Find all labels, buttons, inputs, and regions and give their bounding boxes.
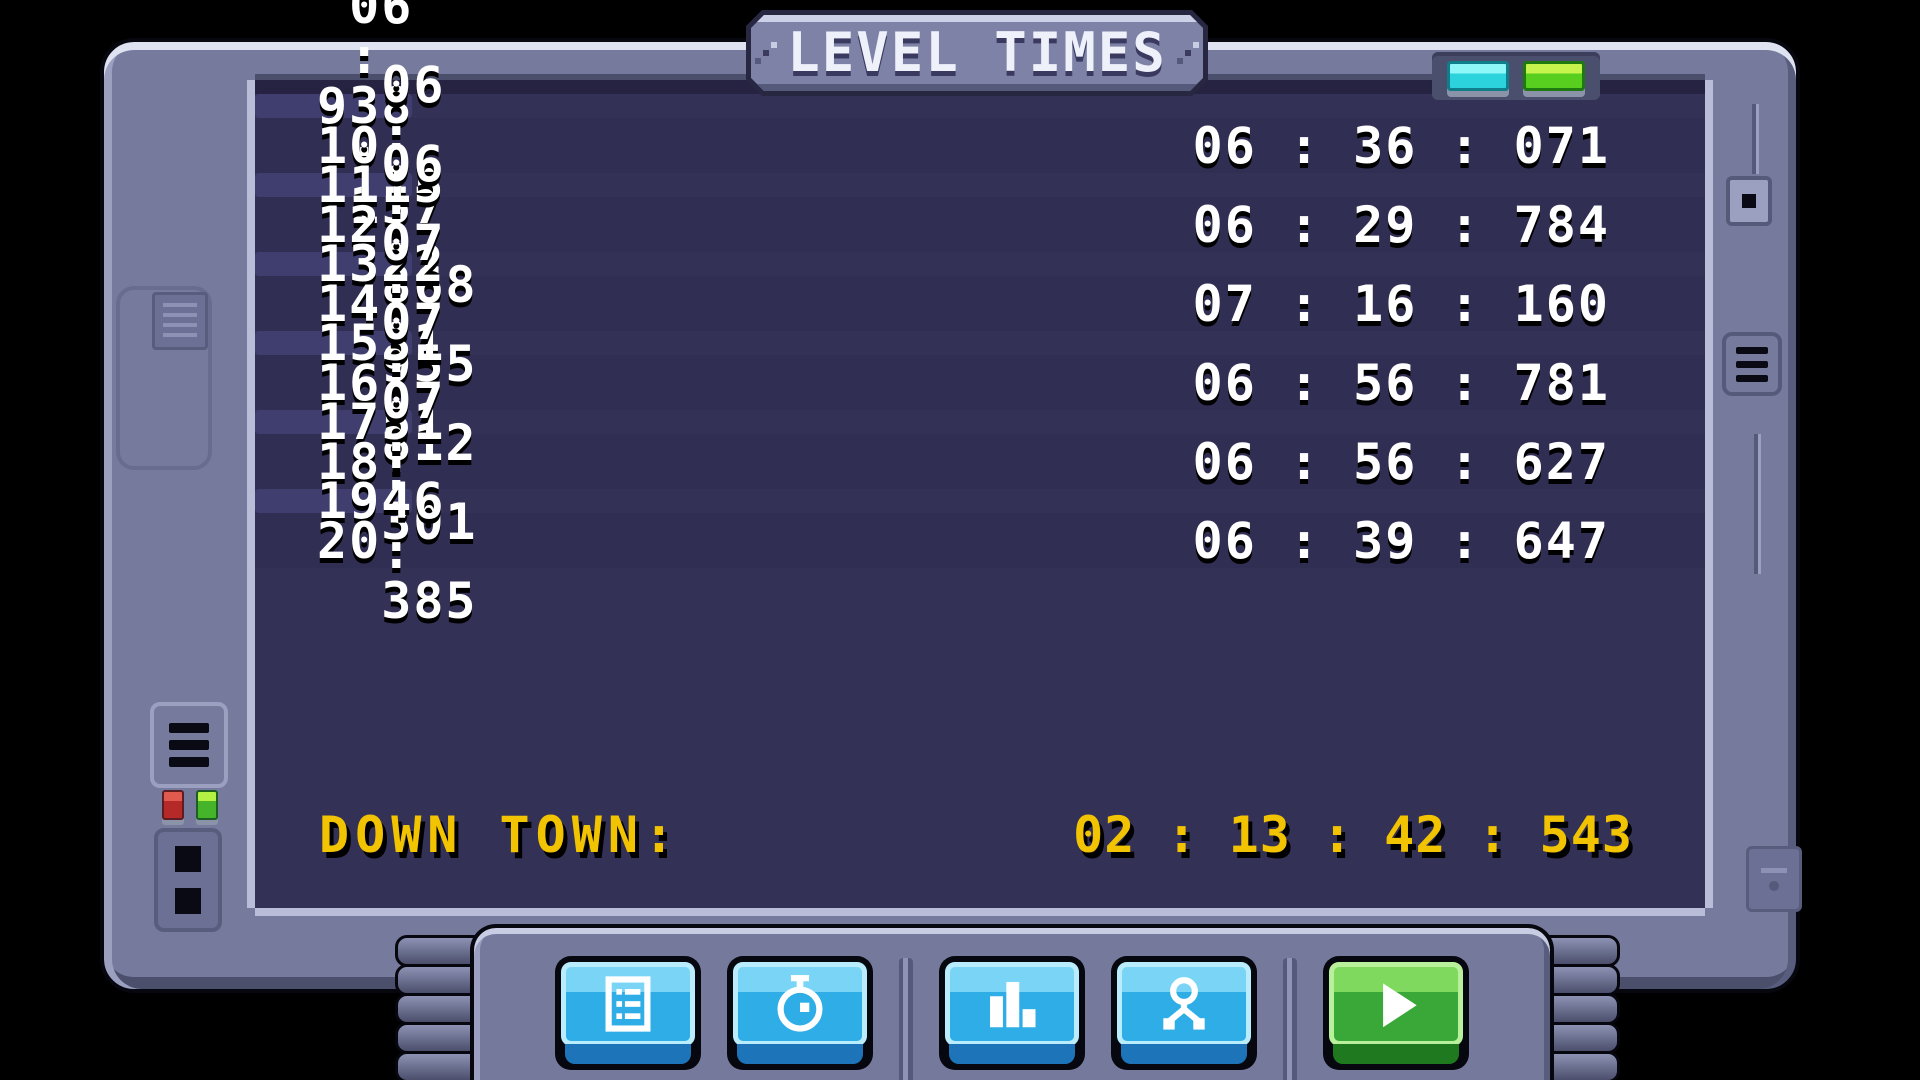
- level-time: 07 : 46 : 385: [381, 372, 478, 630]
- title-plate: LEVEL TIMES: [746, 10, 1208, 96]
- vent-slot: [1736, 374, 1768, 382]
- led-red: [162, 790, 184, 820]
- button-lip: [565, 1044, 691, 1064]
- button-lip: [949, 1044, 1075, 1064]
- indicator-light-cyan: [1447, 61, 1509, 91]
- level-row: 19 07 : 46 : 385: [255, 376, 476, 626]
- button-face: [1117, 962, 1251, 1046]
- level-number: 12: [317, 195, 382, 254]
- port-socket: [175, 888, 201, 914]
- button-lip: [1333, 1044, 1459, 1064]
- vent-slot: [1736, 360, 1768, 368]
- play-button[interactable]: [1323, 956, 1469, 1070]
- level-row: 15 07 : 31 : 812: [255, 218, 476, 468]
- pod-divider: [899, 958, 913, 1080]
- level-row: 10 06 : 36 : 071: [255, 118, 1705, 173]
- indicator-light-green: [1523, 61, 1585, 91]
- stats-button[interactable]: [939, 956, 1085, 1070]
- level-row: 9 06 : 38 : 157: [255, 0, 443, 231]
- level-rows: 9 06 : 38 : 157 10 06 : 36 : 071 11 06 : 15 :…: [255, 0, 1705, 626]
- levels-list-button[interactable]: [555, 956, 701, 1070]
- level-row: 14 07 : 16 : 160: [255, 276, 1705, 331]
- level-time: 06 : 29 : 784: [1192, 195, 1610, 254]
- screw-pin: [1742, 194, 1756, 208]
- vent-slot: [169, 757, 209, 767]
- level-number: 11: [317, 156, 382, 214]
- level-row: 12 06 : 29 : 784: [255, 197, 1705, 252]
- level-time: 07 : 51 : 301: [381, 293, 478, 551]
- level-time: 06 : 36 : 071: [1192, 116, 1610, 175]
- port-panel: [154, 828, 222, 932]
- level-row: 18 06 : 56 : 627: [255, 434, 1705, 489]
- button-lip: [1121, 1044, 1247, 1064]
- device-frame: 9 06 : 38 : 157 10 06 : 36 : 071 11 06 : 15 :…: [100, 0, 1802, 993]
- indicator-panel: [1432, 52, 1600, 100]
- vent-grille-right: [1722, 332, 1782, 396]
- play-icon: [1383, 983, 1417, 1028]
- level-time: 06 : 56 : 781: [1192, 353, 1610, 412]
- level-row: 13 06 : 22 : 955: [255, 139, 476, 389]
- total-time: 02 : 13 : 42 : 543: [1073, 806, 1633, 864]
- panel-line: [1761, 867, 1787, 873]
- level-number: 17: [317, 393, 382, 451]
- title-plate-face: LEVEL TIMES: [751, 15, 1203, 91]
- button-face: [733, 962, 867, 1046]
- panel-screw: [1769, 880, 1779, 891]
- screw-detail: [1726, 176, 1772, 226]
- button-face: [945, 962, 1079, 1046]
- level-number: 13: [317, 235, 382, 293]
- frame-groove: [1754, 434, 1758, 574]
- level-time: 07 : 16 : 160: [1192, 274, 1610, 333]
- total-row: DOWN TOWN: 02 : 13 : 42 : 543: [255, 805, 1705, 865]
- level-time: 06 : 22 : 955: [381, 135, 478, 393]
- vent-grille-left: [150, 702, 228, 788]
- bar-chart-icon: [990, 982, 1036, 1028]
- level-number: 18: [317, 432, 382, 491]
- level-row: 20 06 : 39 : 647: [255, 513, 1705, 568]
- level-row: 16 06 : 56 : 781: [255, 355, 1705, 410]
- button-face: [561, 962, 695, 1046]
- level-time: 06 : 56 : 627: [1192, 432, 1610, 491]
- button-lip: [737, 1044, 863, 1064]
- level-number: 9: [317, 77, 350, 135]
- level-times-screen: 9 06 : 38 : 157 10 06 : 36 : 071 11 06 : 15 :…: [255, 0, 1705, 908]
- keypad-dots: [163, 303, 197, 339]
- port-socket: [175, 846, 201, 872]
- stopwatch-button[interactable]: [727, 956, 873, 1070]
- vent-slot: [169, 723, 209, 733]
- pod-divider: [1283, 958, 1297, 1080]
- level-number: 10: [317, 116, 382, 175]
- keypad-detail: [152, 292, 208, 350]
- progress-tree-button[interactable]: [1111, 956, 1257, 1070]
- frame-groove: [1752, 104, 1756, 174]
- sparkle-icon: [1185, 50, 1191, 56]
- sparkle-icon: [763, 50, 769, 56]
- vent-slot: [169, 740, 209, 750]
- frame-left-seam: [116, 286, 212, 470]
- control-pod: [470, 924, 1554, 1080]
- level-number: 14: [317, 274, 382, 333]
- level-row: 11 06 : 15 : 868: [255, 60, 476, 310]
- total-label: DOWN TOWN:: [319, 806, 681, 864]
- level-number: 19: [317, 472, 382, 530]
- level-number: 16: [317, 353, 382, 412]
- level-time: 06 : 39 : 647: [1192, 511, 1610, 570]
- list-icon: [605, 976, 651, 1032]
- skill-tree-icon: [1163, 977, 1205, 1030]
- level-row: 17 07 : 51 : 301: [255, 297, 476, 547]
- bellows-left: [395, 935, 503, 1080]
- bottom-right-panel: [1746, 846, 1802, 912]
- page-title: LEVEL TIMES: [787, 21, 1167, 84]
- level-time: 06 : 38 : 157: [349, 0, 446, 235]
- level-number: 15: [317, 314, 382, 372]
- level-time: 07 : 31 : 812: [381, 214, 478, 472]
- level-number: 20: [317, 511, 382, 570]
- vent-slot: [1736, 346, 1768, 354]
- level-time: 06 : 15 : 868: [381, 56, 478, 314]
- button-face: [1329, 962, 1463, 1046]
- stopwatch-icon: [777, 975, 823, 1032]
- led-green: [196, 790, 218, 820]
